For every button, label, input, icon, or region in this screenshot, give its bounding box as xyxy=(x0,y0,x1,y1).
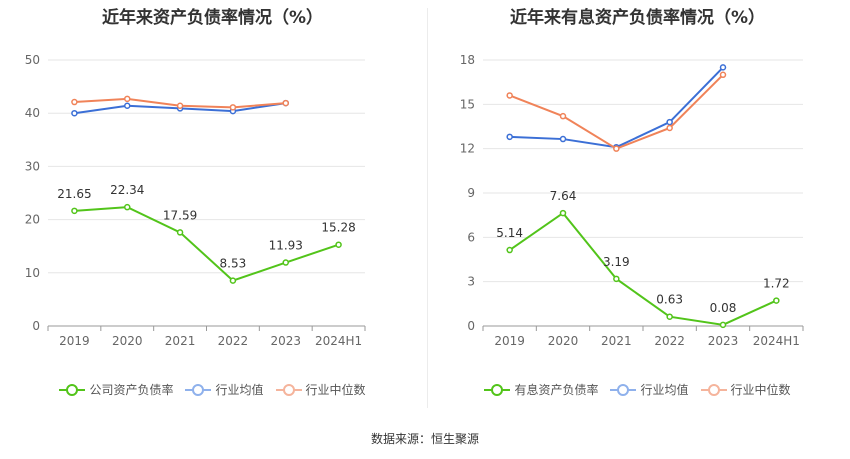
interest-debt-ratio-chart: 0 3 6 9 12 15 18 2019 2020 2021 2022 2023 2024H1 5.14… xyxy=(460,53,804,348)
data-point xyxy=(719,321,727,329)
data-point xyxy=(282,99,289,107)
data-point xyxy=(176,229,184,236)
legend-item-industry-median[interactable]: 行业中位数 xyxy=(275,381,366,398)
data-point xyxy=(719,64,727,71)
x-tick-label: 2019 xyxy=(59,334,90,348)
y-tick-label: 30 xyxy=(25,159,40,173)
x-tick-label: 2021 xyxy=(165,334,196,348)
data-point xyxy=(71,98,78,106)
legend-item-industry-median[interactable]: 行业中位数 xyxy=(700,381,791,398)
panel-divider xyxy=(427,8,428,408)
data-label: 21.65 xyxy=(57,187,91,201)
data-source-note: 数据来源：恒生聚源 xyxy=(370,432,479,446)
legend-swatch-green xyxy=(484,383,511,396)
debt-ratio-chart: 0 10 20 30 40 50 2019 2020 2021 2022 2023 2024H1 21.… xyxy=(25,53,366,348)
data-label: 5.14 xyxy=(496,226,523,240)
y-tick-label: 12 xyxy=(460,142,475,156)
data-point xyxy=(71,207,78,215)
y-tick-label: 0 xyxy=(467,319,475,333)
data-label: 1.72 xyxy=(763,277,790,291)
y-tick-label: 3 xyxy=(467,275,475,289)
legend-swatch-orange xyxy=(275,383,302,396)
x-tick-label: 2024H1 xyxy=(315,334,362,348)
debt-ratio-chart-panel: 近年来资产负债率情况（%） 0 10 20 30 40 50 2019 2020 2021 202… xyxy=(0,0,425,410)
data-label: 3.19 xyxy=(603,255,630,269)
legend-label: 行业中位数 xyxy=(730,383,791,397)
y-tick-label: 40 xyxy=(25,106,40,120)
data-point xyxy=(506,133,513,141)
interest-debt-ratio-chart-panel: 近年来有息资产负债率情况（%） 0 3 6 9 12 15 18 2019 2020 2021 20… xyxy=(425,0,850,410)
y-tick-label: 18 xyxy=(460,53,475,67)
legend-item-company[interactable]: 有息资产负债率 xyxy=(484,381,598,398)
data-point xyxy=(613,145,620,152)
data-point xyxy=(666,124,673,132)
y-tick-label: 9 xyxy=(467,186,475,200)
data-point xyxy=(559,112,567,120)
y-tick-label: 10 xyxy=(25,266,40,280)
data-point xyxy=(176,102,184,110)
data-point xyxy=(229,277,237,284)
data-point xyxy=(229,104,237,111)
chart-title: 近年来有息资产负债率情况（%） xyxy=(509,8,766,28)
x-tick-label: 2022 xyxy=(218,334,249,348)
x-tick-label: 2023 xyxy=(270,334,301,348)
series-line xyxy=(74,206,339,282)
legend-item-industry-mean[interactable]: 行业均值 xyxy=(185,381,264,398)
legend-item-company[interactable]: 公司资产负债率 xyxy=(59,381,173,398)
data-point xyxy=(71,109,78,117)
legend-label: 行业中位数 xyxy=(305,383,366,397)
data-label: 17.59 xyxy=(163,208,197,222)
legend-swatch-blue xyxy=(185,383,212,396)
chart-legend: 公司资产负债率 行业均值 行业中位数 xyxy=(0,381,425,398)
data-point xyxy=(124,102,131,110)
data-point xyxy=(719,71,727,79)
data-label: 8.53 xyxy=(220,257,247,271)
legend-label: 有息资产负债率 xyxy=(514,383,599,397)
y-tick-label: 6 xyxy=(467,230,475,244)
legend-swatch-orange xyxy=(700,383,727,396)
x-tick-label: 2024H1 xyxy=(753,334,800,348)
data-label: 22.34 xyxy=(110,183,144,197)
chart-title: 近年来资产负债率情况（%） xyxy=(101,8,324,28)
y-tick-label: 15 xyxy=(460,97,475,111)
x-tick-label: 2021 xyxy=(601,334,632,348)
data-label: 0.08 xyxy=(710,301,737,315)
data-point xyxy=(559,209,567,217)
legend-item-industry-mean[interactable]: 行业均值 xyxy=(610,381,689,398)
x-tick-label: 2022 xyxy=(654,334,685,348)
legend-swatch-blue xyxy=(610,383,637,396)
data-point xyxy=(335,241,342,248)
data-label: 0.63 xyxy=(656,293,683,307)
data-point xyxy=(666,313,673,320)
legend-label: 行业均值 xyxy=(215,383,264,397)
x-tick-label: 2023 xyxy=(708,334,739,348)
x-tick-label: 2019 xyxy=(494,334,525,348)
data-point xyxy=(559,135,567,143)
data-point xyxy=(666,118,673,126)
chart-legend: 有息资产负债率 行业均值 行业中位数 xyxy=(425,381,850,398)
data-point xyxy=(282,259,289,266)
data-point xyxy=(506,246,513,254)
y-tick-label: 0 xyxy=(32,319,40,333)
data-label: 7.64 xyxy=(550,189,577,203)
x-tick-label: 2020 xyxy=(548,334,579,348)
y-tick-label: 50 xyxy=(25,53,40,67)
x-tick-label: 2020 xyxy=(112,334,143,348)
legend-label: 公司资产负债率 xyxy=(89,383,174,397)
data-point xyxy=(613,275,620,283)
data-label: 11.93 xyxy=(269,239,303,253)
data-point xyxy=(124,95,131,103)
data-label: 15.28 xyxy=(321,221,355,235)
legend-label: 行业均值 xyxy=(640,383,689,397)
legend-swatch-green xyxy=(59,383,86,396)
data-point xyxy=(506,92,513,99)
series-line xyxy=(509,211,777,326)
data-point xyxy=(773,297,780,304)
y-tick-label: 20 xyxy=(25,213,40,227)
data-point xyxy=(124,203,131,211)
